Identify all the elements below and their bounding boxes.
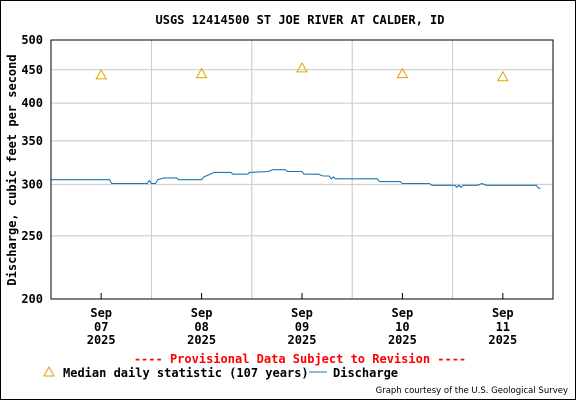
median-marker xyxy=(195,67,208,79)
y-axis-label: Discharge, cubic feet per second xyxy=(5,54,19,285)
x-tick-label: 07 xyxy=(94,320,108,334)
discharge-line xyxy=(51,169,541,189)
legend: Median daily statistic (107 years) Disch… xyxy=(43,365,398,380)
y-tick-label: 200 xyxy=(21,292,43,306)
x-tick-label: 08 xyxy=(194,320,208,334)
y-tick-label: 350 xyxy=(21,134,43,148)
x-tick-label: 2025 xyxy=(488,333,517,347)
median-marker xyxy=(496,70,509,82)
median-marker xyxy=(95,68,108,80)
x-tick-label: Sep xyxy=(191,306,213,320)
median-marker xyxy=(396,67,409,79)
y-tick-label: 250 xyxy=(21,229,43,243)
plot-border xyxy=(50,39,554,300)
x-tick-label: Sep xyxy=(291,306,313,320)
x-tick-label: 11 xyxy=(496,320,510,334)
x-tick-label: 09 xyxy=(295,320,309,334)
credit-text: Graph courtesy of the U.S. Geological Su… xyxy=(376,386,568,396)
x-tick-label: Sep xyxy=(90,306,112,320)
legend-discharge-label: Discharge xyxy=(333,366,398,380)
provisional-notice: ---- Provisional Data Subject to Revisio… xyxy=(134,352,466,366)
legend-median-label: Median daily statistic (107 years) xyxy=(63,366,309,380)
x-tick-label: 2025 xyxy=(187,333,216,347)
x-tick-label: 2025 xyxy=(87,333,116,347)
plot-area xyxy=(51,40,553,299)
x-tick-label: 2025 xyxy=(288,333,317,347)
chart-title: USGS 12414500 ST JOE RIVER AT CALDER, ID xyxy=(156,13,445,27)
y-tick-label: 300 xyxy=(21,177,43,191)
x-tick-label: Sep xyxy=(392,306,414,320)
x-tick-label: 10 xyxy=(395,320,409,334)
x-tick-label: 2025 xyxy=(388,333,417,347)
median-marker xyxy=(296,61,308,73)
x-tick-label: Sep xyxy=(492,306,514,320)
y-tick-label: 500 xyxy=(21,33,43,47)
y-tick-label: 400 xyxy=(21,96,43,110)
y-tick-label: 450 xyxy=(21,63,43,77)
legend-median-marker xyxy=(43,365,55,377)
